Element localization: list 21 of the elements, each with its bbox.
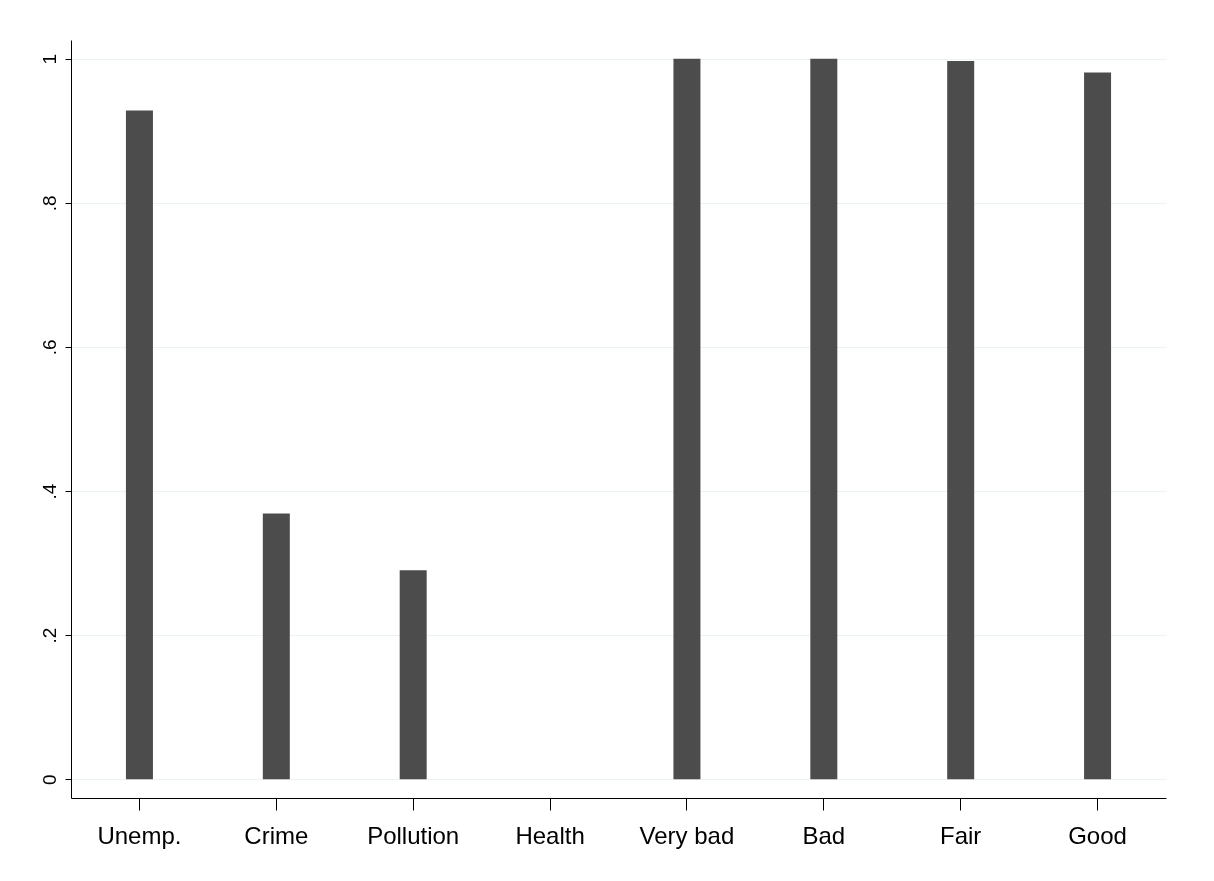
bar: [810, 58, 838, 780]
y-tick-label: 1: [38, 53, 60, 65]
bar: [125, 110, 153, 780]
x-tick-label: Very bad: [639, 821, 735, 849]
x-tick-label: Fair: [940, 821, 982, 849]
x-tick-label: Crime: [244, 821, 309, 849]
bar: [673, 58, 701, 780]
x-tick-label: Good: [1068, 821, 1127, 849]
x-tick-label: Pollution: [367, 821, 460, 849]
bar: [262, 513, 290, 780]
y-tick-label: .6: [38, 339, 60, 356]
y-tick-label: .2: [38, 627, 60, 644]
bar: [1084, 72, 1112, 780]
x-tick-label: Bad: [802, 821, 846, 849]
x-tick-label: Unemp.: [97, 821, 182, 849]
bar: [947, 60, 975, 780]
y-tick-label: .4: [38, 483, 60, 500]
y-tick-label: 0: [38, 774, 60, 786]
y-tick-label: .8: [38, 195, 60, 212]
x-tick-label: Health: [515, 821, 585, 849]
bar: [399, 570, 427, 780]
